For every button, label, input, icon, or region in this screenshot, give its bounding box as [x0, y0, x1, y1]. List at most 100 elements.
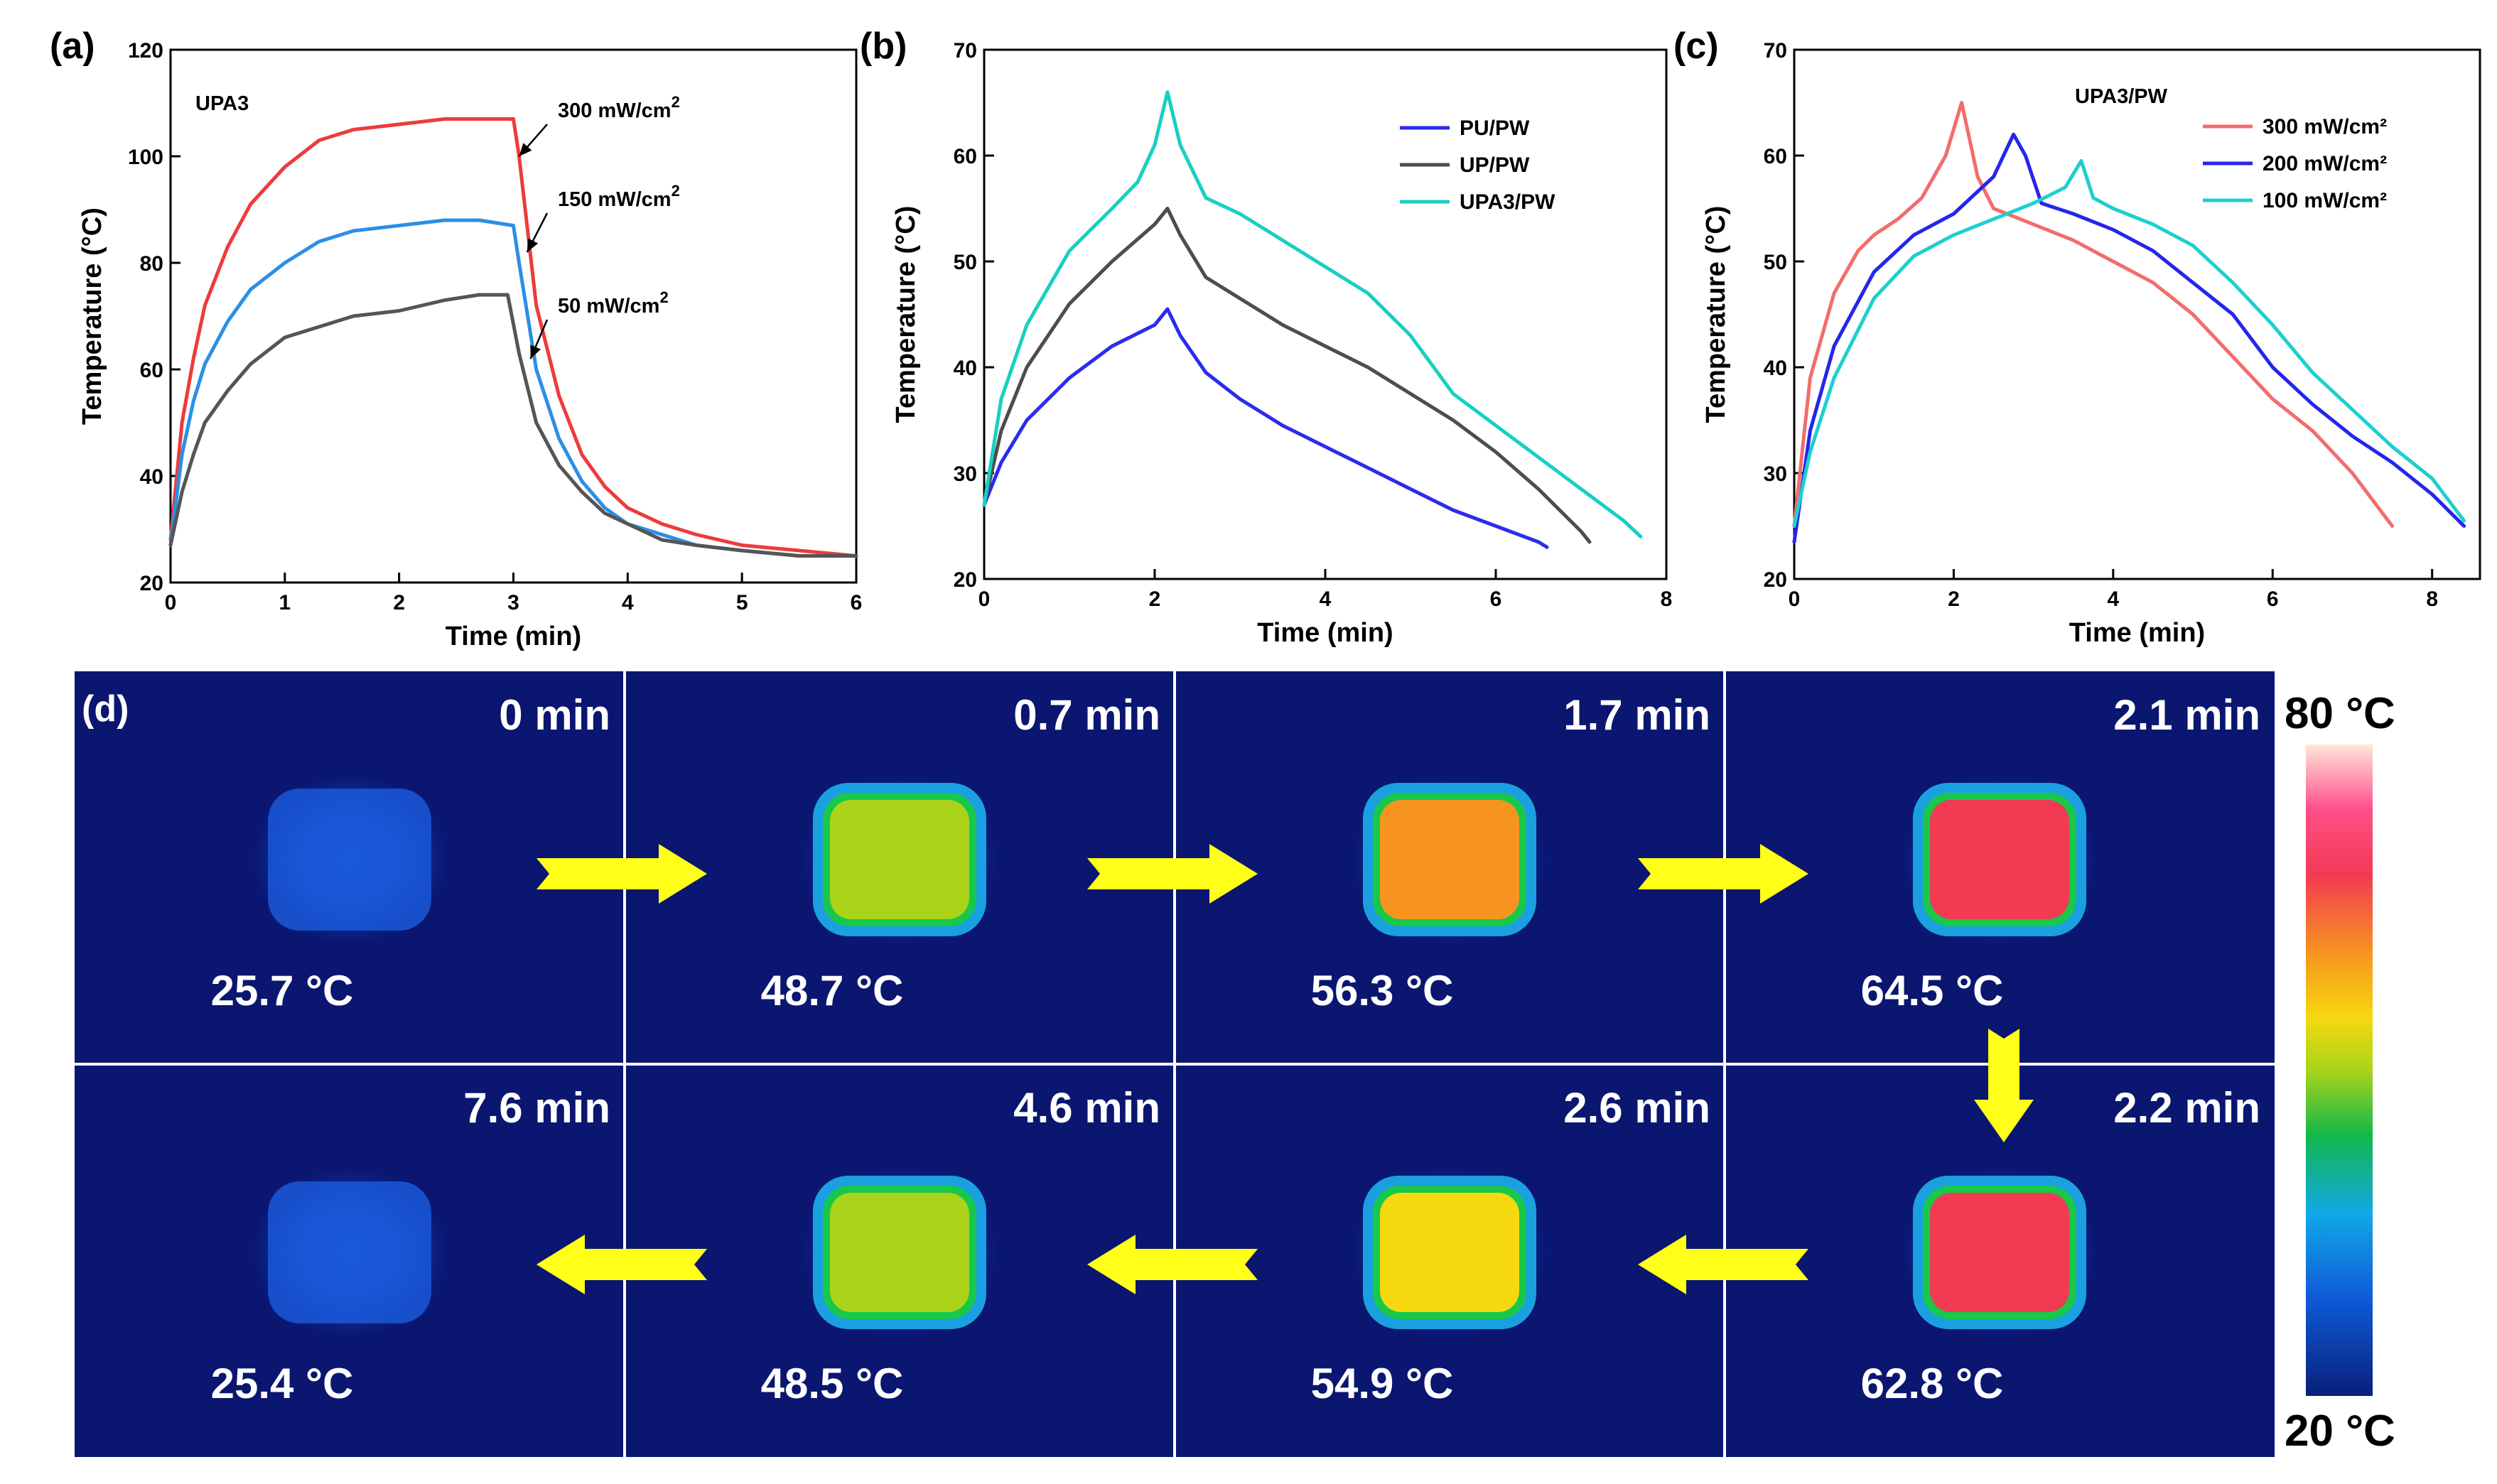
y-axis-title: Temperature (°C) [77, 207, 107, 425]
y-tick-label: 40 [1764, 357, 1787, 380]
flow-arrow [1087, 1235, 1258, 1294]
x-tick-label: 0 [978, 587, 991, 611]
legend-entry: 100 mW/cm² [2263, 189, 2387, 212]
y-tick-label: 100 [128, 146, 163, 169]
power-annotation: 50 mW/cm2 [558, 288, 669, 318]
sample-body [268, 789, 431, 931]
series-line [982, 307, 1549, 549]
annotation-arrowhead [530, 345, 541, 359]
sample-core [1930, 800, 2069, 919]
x-tick-label: 5 [736, 591, 748, 614]
series-line [982, 90, 1643, 538]
x-tick-label: 4 [1320, 587, 1332, 611]
series-line [1792, 132, 2466, 544]
plot-frame [983, 48, 1668, 580]
sample-core [830, 800, 969, 919]
frame-temp-label: 25.4 °C [211, 1360, 354, 1407]
colorbar-min-label: 20 °C [2285, 1407, 2395, 1456]
legend-entry: 200 mW/cm² [2263, 152, 2387, 175]
y-tick-label: 60 [954, 145, 977, 168]
frame-temp-label: 56.3 °C [1311, 967, 1454, 1014]
colorbar-max-label: 80 °C [2285, 689, 2395, 738]
x-tick-label: 8 [1661, 587, 1673, 611]
legend-entry: PU/PW [1460, 117, 1530, 140]
frame-time-label: 1.7 min [1563, 691, 1710, 739]
x-axis-title: Time (min) [1257, 618, 1393, 648]
sample-core [1930, 1193, 2069, 1312]
chart-b: 0 2 4 6 8 20 30 40 50 60 70 Time (min) Temperature (… [891, 39, 1672, 648]
power-annotation: 150 mW/cm2 [558, 182, 680, 211]
series-line [1792, 158, 2466, 528]
flow-arrow [1974, 1029, 2034, 1142]
series-line [168, 117, 858, 558]
frame-temp-label: 48.7 °C [761, 967, 904, 1014]
flow-arrow [1638, 844, 1808, 904]
y-tick-label: 70 [954, 39, 977, 63]
frame-temp-label: 48.5 °C [761, 1360, 904, 1407]
thermal-image-grid: (d) 0 min 25.7 °C 0.7 min 48.7 °C 1.7 min 56.3… [75, 671, 2275, 1457]
flow-arrow [536, 1235, 707, 1294]
panel-c-label: (c) [1673, 26, 1719, 67]
y-tick-label: 60 [1764, 145, 1787, 168]
y-tick-label: 120 [128, 39, 163, 63]
x-tick-label: 4 [622, 591, 634, 614]
y-tick-label: 40 [954, 357, 977, 380]
y-tick-label: 30 [954, 462, 977, 486]
legend-entry: UP/PW [1460, 153, 1530, 177]
sample-core [1380, 800, 1519, 919]
y-tick-label: 70 [1764, 39, 1787, 63]
x-axis-title: Time (min) [446, 622, 581, 651]
x-tick-label: 1 [279, 591, 291, 614]
chart-c: 0 2 4 6 8 20 30 40 50 60 70 Time (min) Temperature (… [1701, 39, 2481, 648]
x-tick-label: 4 [2107, 587, 2119, 611]
legend-entry: 300 mW/cm² [2263, 115, 2387, 139]
annotation-arrowhead [527, 238, 539, 252]
x-tick-label: 6 [851, 591, 863, 614]
sample-core [1380, 1193, 1519, 1312]
x-tick-label: 6 [2267, 587, 2279, 611]
x-axis-title: Time (min) [2069, 618, 2205, 648]
y-tick-label: 40 [140, 465, 163, 489]
sample-core [830, 1193, 969, 1312]
x-tick-label: 6 [1490, 587, 1502, 611]
y-tick-label: 20 [140, 572, 163, 595]
panel-d-label: (d) [82, 688, 129, 730]
sample-body [268, 1181, 431, 1323]
frame-temp-label: 54.9 °C [1311, 1360, 1454, 1407]
inset-label: UPA3/PW [2075, 85, 2168, 108]
frame-temp-label: 62.8 °C [1861, 1360, 2004, 1407]
frame-time-label: 2.6 min [1563, 1084, 1710, 1132]
chart-a: 0 1 2 3 4 5 6 20 40 60 80 100 120 Time (min) Temperatu… [77, 39, 862, 651]
frame-time-label: 4.6 min [1013, 1084, 1160, 1132]
plot-frame [1793, 48, 2481, 580]
frame-temp-label: 64.5 °C [1861, 967, 2004, 1014]
series-line [168, 293, 858, 558]
frame-time-label: 2.2 min [2113, 1084, 2260, 1132]
flow-arrow [1638, 1235, 1808, 1294]
flow-arrow [536, 844, 707, 904]
frame-temp-label: 25.7 °C [211, 967, 354, 1014]
power-annotation: 300 mW/cm2 [558, 93, 680, 122]
y-tick-label: 50 [1764, 251, 1787, 274]
frame-time-label: 0 min [499, 691, 610, 739]
series-line [982, 207, 1592, 544]
y-tick-label: 20 [954, 568, 977, 592]
panel-b-label: (b) [860, 26, 907, 67]
x-tick-label: 0 [1789, 587, 1801, 611]
y-axis-title: Temperature (°C) [891, 206, 921, 423]
flow-arrow [1087, 844, 1258, 904]
x-tick-label: 2 [393, 591, 405, 614]
frame-time-label: 7.6 min [463, 1084, 610, 1132]
x-tick-label: 3 [507, 591, 519, 614]
colorbar [2306, 744, 2373, 1396]
y-axis-title: Temperature (°C) [1701, 206, 1731, 423]
y-tick-label: 80 [140, 252, 163, 276]
y-tick-label: 30 [1764, 462, 1787, 486]
frame-time-label: 0.7 min [1013, 691, 1160, 739]
y-tick-label: 50 [954, 251, 977, 274]
x-tick-label: 0 [165, 591, 177, 614]
series-line [1792, 101, 2395, 528]
legend-entry: UPA3/PW [1460, 190, 1555, 214]
panel-a-label: (a) [50, 26, 95, 67]
